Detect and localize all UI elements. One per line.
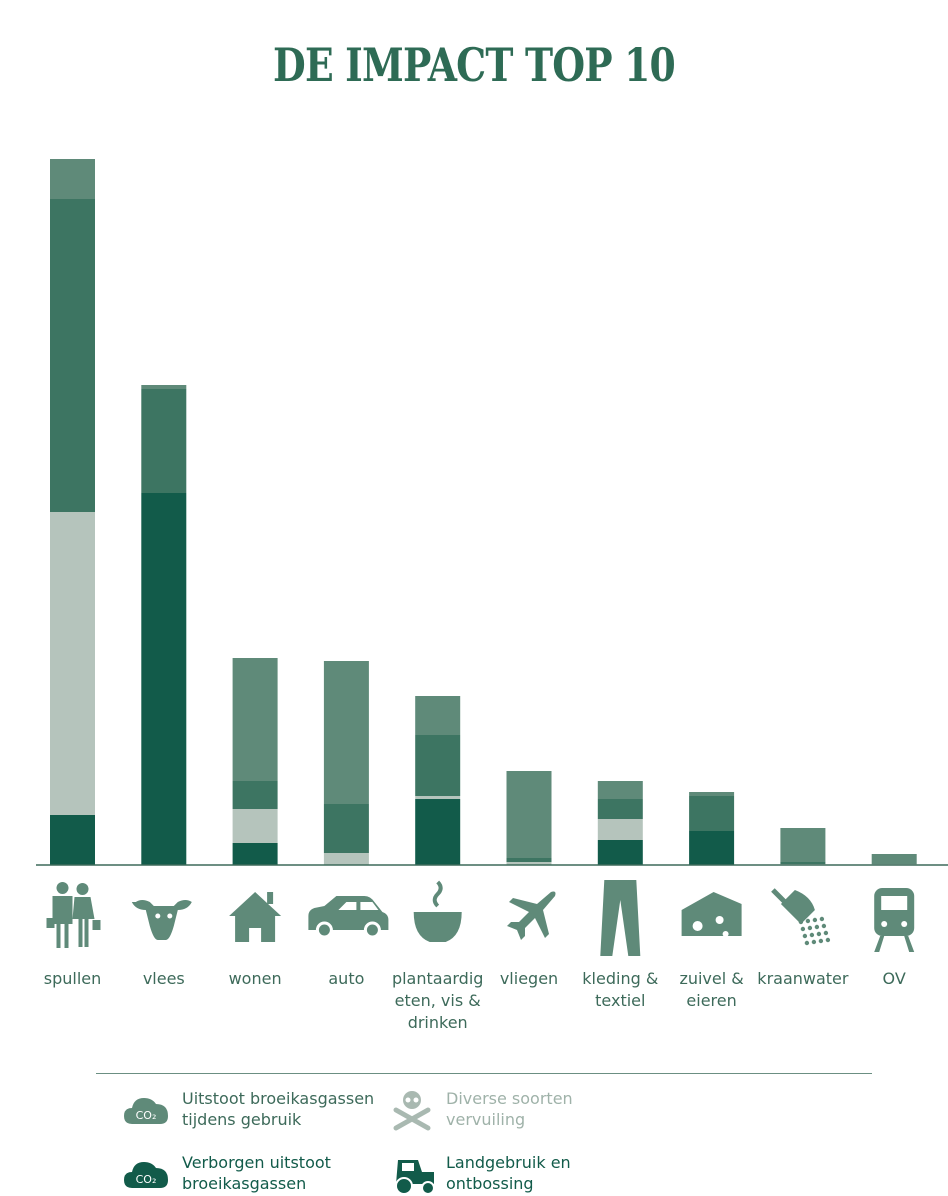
train-icon bbox=[874, 888, 915, 952]
bar-9-gebruik bbox=[780, 828, 826, 862]
legend-item: Landgebruik en ontbossing bbox=[388, 1152, 646, 1196]
bar-5-gebruik bbox=[415, 696, 461, 735]
bar-8-gebruik bbox=[689, 792, 735, 796]
bar-7-gebruik bbox=[597, 781, 643, 799]
bar-3-vervuiling bbox=[232, 809, 278, 843]
legend-label: Landgebruik en ontbossing bbox=[446, 1152, 646, 1194]
bar-2-landgebruik bbox=[141, 493, 187, 865]
legend-label-line: broeikasgassen bbox=[182, 1174, 307, 1193]
co2-cloud-light-icon: CO₂ bbox=[124, 1098, 168, 1124]
legend-label-line: ontbossing bbox=[446, 1174, 534, 1193]
cow-icon bbox=[131, 900, 192, 940]
bars-group bbox=[50, 159, 917, 865]
bar-7-verborgen bbox=[597, 799, 643, 819]
legend-divider bbox=[96, 1073, 872, 1074]
legend-label-line: Verborgen uitstoot bbox=[182, 1153, 331, 1172]
bar-8-landgebruik bbox=[689, 831, 735, 865]
house-icon bbox=[229, 892, 282, 942]
category-label: zuivel & eieren bbox=[679, 969, 744, 1010]
legend-label-line: tijdens gebruik bbox=[182, 1110, 302, 1129]
bar-1-gebruik bbox=[50, 159, 95, 199]
bar-1-landgebruik bbox=[50, 815, 95, 865]
bar-3-landgebruik bbox=[232, 843, 278, 865]
category-label: OV bbox=[882, 969, 906, 988]
bar-3-verborgen bbox=[232, 781, 278, 809]
legend-label-line: Diverse soorten bbox=[446, 1089, 573, 1108]
bar-5-verborgen bbox=[415, 735, 461, 796]
bar-6-verborgen bbox=[506, 858, 552, 862]
category-label: kleding & textiel bbox=[582, 969, 659, 1010]
category-label: vlees bbox=[142, 969, 185, 988]
shoppers-icon bbox=[46, 882, 101, 948]
bar-1-verborgen bbox=[50, 199, 95, 512]
bar-8-verborgen bbox=[689, 796, 735, 831]
category-label: kraanwater bbox=[757, 969, 849, 988]
bar-10-gebruik bbox=[871, 854, 917, 864]
legend-label-line: Landgebruik en bbox=[446, 1153, 571, 1172]
svg-text:CO₂: CO₂ bbox=[136, 1173, 157, 1186]
bar-2-gebruik bbox=[141, 385, 187, 389]
skull-crossbones-icon bbox=[393, 1091, 431, 1131]
steaming-bowl-icon bbox=[413, 880, 462, 942]
bar-7-landgebruik bbox=[597, 840, 643, 865]
category-label: plantaardig eten, vis & drinken bbox=[391, 969, 484, 1032]
bar-1-vervuiling bbox=[50, 512, 95, 815]
legend-label: Diverse soorten vervuiling bbox=[446, 1088, 646, 1130]
bar-6-gebruik bbox=[506, 771, 552, 858]
bar-9-verborgen bbox=[780, 862, 826, 864]
trousers-icon bbox=[600, 880, 641, 956]
category-label: auto bbox=[328, 969, 365, 988]
chart-title: DE IMPACT TOP 10 bbox=[273, 38, 676, 92]
bar-6-vervuiling bbox=[506, 862, 552, 865]
category-label: vliegen bbox=[499, 969, 559, 988]
legend-item: CO₂ Verborgen uitstoot broeikasgassen bbox=[124, 1152, 382, 1196]
legend-label: Uitstoot broeikasgassen tijdens gebruik bbox=[182, 1088, 382, 1130]
legend-label-line: Uitstoot broeikasgassen bbox=[182, 1089, 375, 1108]
legend-label-line: vervuiling bbox=[446, 1110, 526, 1129]
car-icon bbox=[308, 896, 389, 939]
category-icons-group bbox=[46, 880, 915, 956]
svg-text:CO₂: CO₂ bbox=[136, 1109, 157, 1122]
stacked-bar-chart bbox=[36, 159, 948, 956]
tractor-icon bbox=[395, 1160, 435, 1195]
co2-cloud-dark-icon: CO₂ bbox=[124, 1162, 168, 1188]
category-label: spullen bbox=[43, 969, 102, 988]
bar-5-vervuiling bbox=[415, 796, 461, 799]
bar-4-gebruik bbox=[323, 661, 369, 804]
legend-label: Verborgen uitstoot broeikasgassen bbox=[182, 1152, 382, 1194]
cheese-icon bbox=[681, 892, 742, 937]
legend-item: Diverse soorten vervuiling bbox=[388, 1088, 646, 1132]
airplane-icon bbox=[507, 891, 556, 940]
bar-4-verborgen bbox=[323, 804, 369, 853]
shower-icon bbox=[771, 888, 831, 946]
bar-5-landgebruik bbox=[415, 799, 461, 865]
bar-3-gebruik bbox=[232, 658, 278, 781]
category-label: wonen bbox=[228, 969, 282, 988]
bar-7-vervuiling bbox=[597, 819, 643, 840]
bar-4-vervuiling bbox=[323, 853, 369, 865]
bar-2-verborgen bbox=[141, 389, 187, 493]
legend-item: CO₂ Uitstoot broeikasgassen tijdens gebrui… bbox=[124, 1088, 382, 1132]
